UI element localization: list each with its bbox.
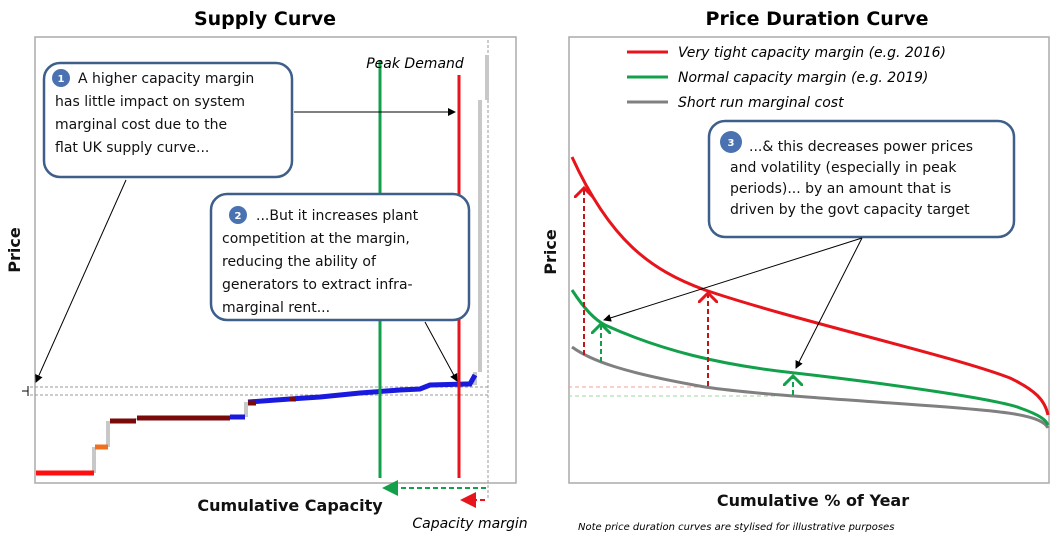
badge-number: 2 xyxy=(235,211,242,222)
supply-title: Supply Curve xyxy=(194,8,336,30)
badge-number: 1 xyxy=(58,74,65,85)
callout-line: has little impact on system xyxy=(55,94,245,110)
peak-demand-label: Peak Demand xyxy=(366,56,464,72)
price-bracket xyxy=(22,386,29,396)
supply-xlabel: Cumulative Capacity xyxy=(197,496,383,515)
callout-2: 2 ...But it increases plant competition … xyxy=(209,192,471,322)
callout-line: ...& this decreases power prices xyxy=(749,139,973,155)
callout-line: A higher capacity margin xyxy=(78,71,254,87)
callout-1: 1 A higher capacity margin has little im… xyxy=(42,61,294,179)
legend-label: Normal capacity margin (e.g. 2019) xyxy=(678,70,928,86)
legend-label: Short run marginal cost xyxy=(678,95,844,111)
callout-3: 3 ...& this decreases power prices and v… xyxy=(707,119,1016,239)
duration-xlabel: Cumulative % of Year xyxy=(717,491,909,510)
callout-line: competition at the margin, xyxy=(222,231,410,247)
supply-frame xyxy=(34,36,517,484)
legend-label: Very tight capacity margin (e.g. 2016) xyxy=(678,45,946,61)
callout-line: periods)... by an amount that is xyxy=(730,181,951,197)
tight-margin-curve xyxy=(570,156,1050,416)
callout-2-arrow xyxy=(424,321,458,382)
legend: Very tight capacity margin (e.g. 2016) N… xyxy=(627,45,946,111)
duration-ylabel: Price xyxy=(541,229,560,275)
callout-line: marginal cost due to the xyxy=(55,117,227,133)
callout-1-arrow xyxy=(35,179,127,383)
callout-line: flat UK supply curve... xyxy=(55,140,209,156)
callout-line: generators to extract infra- xyxy=(222,277,413,293)
badge-number: 3 xyxy=(728,138,735,149)
callout-line: and volatility (especially in peak xyxy=(730,160,957,176)
supply-ylabel: Price xyxy=(5,227,24,273)
duration-frame xyxy=(568,36,1050,484)
callout-line: marginal rent... xyxy=(222,300,330,316)
callout-line: reducing the ability of xyxy=(222,254,377,270)
normal-margin-curve xyxy=(570,289,1050,426)
supply-curve xyxy=(36,55,489,476)
callout-3-arrow xyxy=(603,237,863,322)
badge-1 xyxy=(52,69,70,87)
footnote: Note price duration curves are stylised … xyxy=(578,522,894,533)
badge-3 xyxy=(720,131,742,153)
capacity-margin-label: Capacity margin xyxy=(412,516,527,532)
badge-2 xyxy=(229,206,247,224)
callout-line: ...But it increases plant xyxy=(256,208,419,224)
srmc-curve xyxy=(571,345,1050,429)
callout-3-arrow xyxy=(795,237,863,369)
duration-title: Price Duration Curve xyxy=(706,8,929,30)
callout-line: driven by the govt capacity target xyxy=(730,202,970,218)
